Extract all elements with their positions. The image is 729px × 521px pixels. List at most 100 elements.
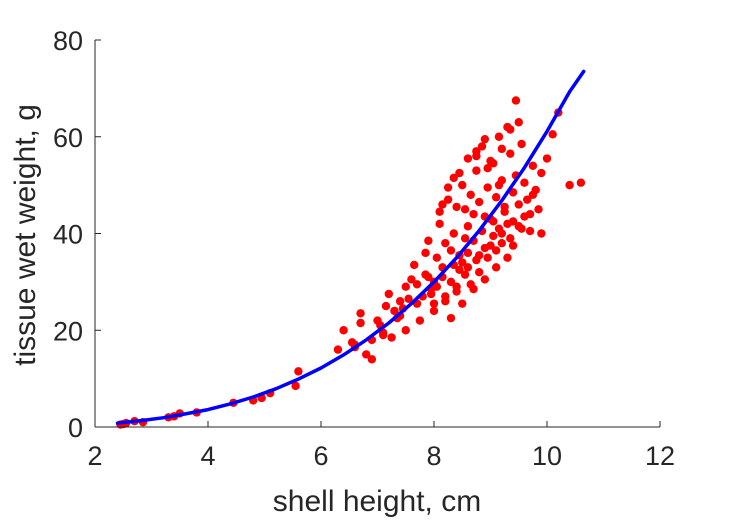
data-point (424, 236, 433, 245)
data-point (458, 180, 467, 190)
data-point (506, 234, 515, 243)
data-point (483, 183, 492, 192)
data-point (384, 289, 393, 299)
data-point (435, 207, 444, 216)
data-point (432, 253, 442, 262)
data-point (432, 282, 442, 291)
data-point (520, 178, 529, 187)
data-point (500, 202, 509, 212)
data-point (511, 96, 521, 105)
data-point (441, 238, 450, 248)
data-point (291, 381, 300, 391)
data-point (506, 149, 515, 158)
data-point (443, 183, 453, 192)
data-point (497, 229, 506, 238)
data-point (576, 178, 586, 187)
data-point (421, 248, 430, 258)
y-tick-label: 20 (53, 316, 83, 346)
data-point (415, 316, 425, 325)
data-point (466, 190, 475, 199)
x-tick-label: 4 (200, 441, 215, 471)
data-point (426, 289, 436, 299)
data-point (537, 229, 546, 238)
data-point (460, 205, 470, 214)
data-point (446, 246, 456, 255)
x-ticks: 2 4 6 8 10 12 (87, 421, 675, 471)
data-point (475, 197, 484, 207)
data-point (469, 209, 478, 219)
data-point (475, 251, 484, 260)
data-point (528, 190, 538, 199)
data-point (387, 333, 396, 342)
data-point (503, 253, 512, 262)
y-tick-label: 60 (53, 123, 83, 153)
data-point (483, 163, 492, 173)
data-point (469, 284, 478, 294)
axes (94, 40, 660, 428)
data-point (452, 282, 461, 291)
data-point (412, 280, 422, 289)
data-point (480, 275, 490, 284)
x-axis-label: shell height, cm (273, 485, 481, 518)
data-point (528, 161, 538, 170)
data-point (463, 222, 473, 231)
data-point (294, 367, 303, 376)
data-point (472, 166, 481, 175)
data-point (525, 226, 535, 236)
data-point (534, 205, 543, 214)
data-point (429, 306, 439, 316)
y-axis-label: tissue wet weight, g (9, 104, 42, 366)
data-point (458, 258, 467, 267)
data-point (517, 224, 526, 233)
data-point (508, 241, 518, 250)
data-point (395, 297, 405, 306)
data-point (463, 263, 473, 272)
x-tick-label: 2 (87, 441, 102, 471)
data-point (390, 306, 399, 316)
data-point (333, 345, 343, 354)
data-point (514, 200, 523, 209)
data-point (477, 142, 487, 151)
data-point (506, 125, 515, 134)
data-point (446, 277, 456, 287)
data-point (514, 118, 523, 127)
x-tick-label: 12 (645, 441, 675, 471)
data-point (565, 180, 574, 190)
data-point (489, 231, 498, 241)
y-ticks: 0 20 40 60 80 (53, 26, 101, 443)
data-point (435, 219, 444, 229)
data-point (429, 299, 439, 308)
data-point (449, 173, 458, 183)
data-point (497, 144, 506, 154)
y-tick-label: 80 (53, 26, 83, 56)
data-point (537, 168, 546, 178)
data-point (491, 193, 501, 202)
fit-curve (115, 69, 586, 425)
y-tick-label: 40 (53, 220, 83, 250)
data-point (455, 168, 464, 178)
data-point (401, 282, 410, 291)
data-point (404, 294, 413, 304)
data-point (458, 299, 467, 308)
data-point (523, 195, 532, 204)
data-point (517, 139, 526, 149)
data-point (460, 270, 470, 279)
data-point (438, 200, 447, 209)
data-point (446, 313, 456, 323)
data-point (367, 355, 377, 364)
data-point (460, 234, 470, 243)
data-point (472, 151, 481, 161)
data-point (455, 265, 464, 274)
data-point (421, 270, 430, 279)
data-point (339, 326, 348, 335)
data-point (452, 202, 461, 212)
data-point (441, 297, 450, 306)
points-layer (116, 96, 586, 429)
data-point (407, 275, 416, 284)
data-point (486, 241, 495, 250)
data-point (362, 350, 371, 359)
data-point (463, 248, 473, 258)
data-point (520, 212, 529, 221)
data-point (475, 268, 484, 277)
